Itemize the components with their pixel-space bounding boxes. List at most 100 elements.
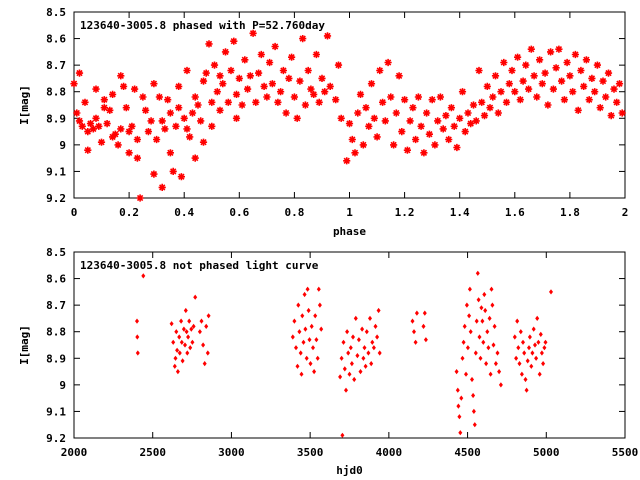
x-tick-label: 1.8: [560, 206, 580, 219]
data-point: [292, 113, 302, 123]
data-point: [375, 66, 385, 75]
data-point: [498, 382, 503, 388]
data-point: [348, 345, 353, 351]
data-point: [350, 148, 360, 158]
data-point: [540, 68, 550, 78]
data-point: [492, 323, 497, 329]
data-point: [295, 76, 305, 86]
data-point: [240, 55, 250, 65]
data-point: [72, 108, 82, 118]
data-point: [294, 345, 298, 351]
data-point: [338, 374, 343, 380]
data-point: [529, 363, 534, 369]
data-point: [215, 71, 225, 81]
x-tick-label: 0.4: [174, 206, 194, 219]
data-point: [146, 116, 156, 126]
data-point: [375, 334, 380, 340]
y-tick-label: 8.9: [46, 112, 66, 125]
data-point: [165, 108, 175, 118]
data-point: [370, 339, 375, 345]
data-point: [410, 318, 415, 324]
data-point: [176, 172, 186, 182]
data-point: [287, 52, 297, 62]
data-point: [542, 345, 547, 351]
data-point: [182, 124, 192, 134]
y-tick-label: 8.6: [46, 33, 66, 46]
data-point: [421, 323, 426, 329]
data-point: [476, 297, 481, 303]
data-point: [455, 113, 465, 123]
data-point: [571, 50, 580, 59]
data-point: [102, 119, 112, 128]
data-point: [521, 339, 525, 345]
data-point: [315, 355, 320, 361]
data-point: [174, 329, 179, 335]
data-point: [270, 42, 280, 51]
data-point: [369, 361, 374, 367]
data-point: [344, 387, 348, 393]
data-point: [289, 92, 299, 102]
data-point: [377, 350, 382, 356]
data-point: [110, 129, 120, 139]
data-point: [438, 124, 448, 134]
data-point: [193, 294, 198, 300]
data-point: [475, 270, 480, 276]
data-point: [346, 350, 351, 356]
data-point: [549, 84, 558, 94]
data-point: [380, 116, 390, 126]
data-point: [469, 100, 478, 110]
data-point: [303, 326, 308, 332]
data-point: [135, 350, 140, 356]
data-point: [314, 337, 319, 343]
data-point: [367, 79, 376, 89]
data-point: [499, 58, 509, 67]
data-point: [364, 329, 369, 335]
data-point: [433, 116, 443, 126]
data-point: [135, 318, 139, 324]
x-tick-label: 0: [71, 206, 78, 219]
data-point: [232, 113, 241, 123]
data-point: [490, 302, 495, 308]
data-point: [278, 66, 288, 75]
data-point: [389, 140, 399, 150]
data-point: [221, 47, 230, 57]
data-point: [317, 74, 327, 83]
data-point: [276, 87, 286, 97]
data-point: [474, 318, 479, 324]
data-point: [254, 68, 264, 78]
data-point: [465, 345, 470, 351]
data-point: [297, 329, 302, 335]
data-point: [336, 113, 346, 123]
data-point: [531, 326, 536, 332]
data-point: [551, 63, 561, 73]
data-point: [480, 318, 485, 324]
data-point: [273, 97, 283, 107]
data-point: [174, 103, 184, 113]
data-point: [202, 361, 207, 367]
x-tick-label: 3500: [297, 446, 324, 459]
data-point: [441, 111, 451, 120]
data-point: [529, 71, 539, 81]
x-tick-label: 0.8: [284, 206, 304, 219]
data-point: [302, 291, 307, 298]
data-point: [356, 337, 361, 343]
data-point: [339, 355, 344, 361]
data-point: [361, 103, 371, 113]
data-point: [444, 135, 454, 144]
y-tick-label: 9.2: [46, 432, 66, 445]
x-tick-label: 1.6: [505, 206, 525, 219]
data-point: [482, 82, 492, 91]
data-point: [259, 82, 269, 91]
data-point: [69, 79, 79, 89]
data-point: [584, 95, 594, 105]
data-point: [345, 329, 350, 335]
data-point: [457, 414, 462, 420]
data-point: [80, 97, 90, 107]
data-point: [152, 135, 162, 144]
data-point: [543, 339, 548, 345]
data-point: [292, 318, 297, 324]
chart-panel-phased: 123640-3005.8 phased with P=52.760day ph…: [18, 6, 628, 238]
data-point: [362, 345, 367, 351]
data-point: [172, 363, 177, 369]
data-point: [368, 315, 372, 321]
